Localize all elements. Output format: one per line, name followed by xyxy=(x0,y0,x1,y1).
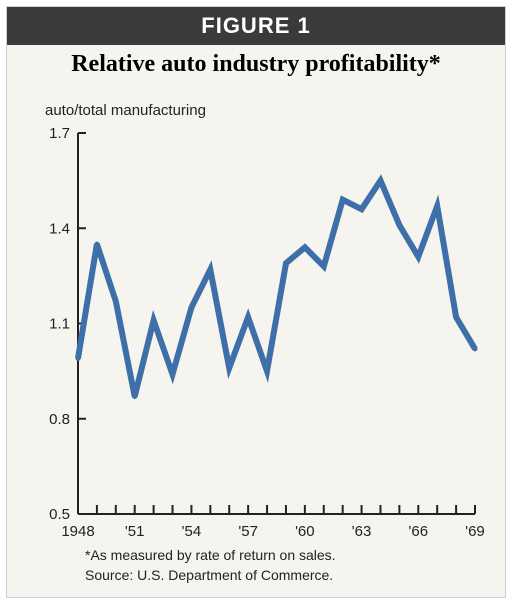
data-point xyxy=(321,263,327,269)
x-tick-label: '66 xyxy=(409,523,429,540)
x-tick-label: 1948 xyxy=(61,523,94,540)
x-tick-label: '54 xyxy=(182,523,202,540)
data-point xyxy=(170,371,176,377)
figure-panel: FIGURE 1 Relative auto industry profitab… xyxy=(6,6,506,598)
data-point xyxy=(113,298,119,304)
data-point xyxy=(151,317,157,323)
y-tick-label: 1.7 xyxy=(49,125,70,142)
data-point xyxy=(302,244,308,250)
y-tick-label: 0.5 xyxy=(49,506,70,523)
data-point xyxy=(226,365,232,371)
x-tick-label: '60 xyxy=(295,523,315,540)
data-point xyxy=(472,346,478,352)
data-point xyxy=(132,394,138,400)
data-point xyxy=(188,305,194,311)
y-axis-label: auto/total manufacturing xyxy=(45,102,206,119)
data-point xyxy=(453,314,459,320)
x-tick-label: '69 xyxy=(465,523,485,540)
footnote-source: Source: U.S. Department of Commerce. xyxy=(85,567,334,583)
y-tick-label: 1.4 xyxy=(49,220,70,237)
data-point xyxy=(75,355,81,361)
y-tick-label: 0.8 xyxy=(49,411,70,428)
x-tick-label: '51 xyxy=(125,523,145,540)
data-point xyxy=(359,206,365,212)
chart-title: Relative auto industry profitability* xyxy=(71,51,441,77)
x-tick-label: '57 xyxy=(238,523,258,540)
data-point xyxy=(377,178,383,184)
data-point xyxy=(264,368,270,374)
data-point xyxy=(415,254,421,260)
data-point xyxy=(434,203,440,209)
figure-header: FIGURE 1 xyxy=(7,7,505,45)
data-point xyxy=(396,222,402,228)
data-point xyxy=(283,260,289,266)
y-tick-label: 1.1 xyxy=(49,316,70,333)
data-point xyxy=(245,314,251,320)
x-tick-label: '63 xyxy=(352,523,372,540)
data-point xyxy=(94,241,100,247)
series-line xyxy=(75,174,478,398)
figure-label: FIGURE 1 xyxy=(201,13,311,38)
footnote-measure: *As measured by rate of return on sales. xyxy=(85,547,336,563)
data-point xyxy=(207,267,213,273)
data-point xyxy=(340,197,346,203)
